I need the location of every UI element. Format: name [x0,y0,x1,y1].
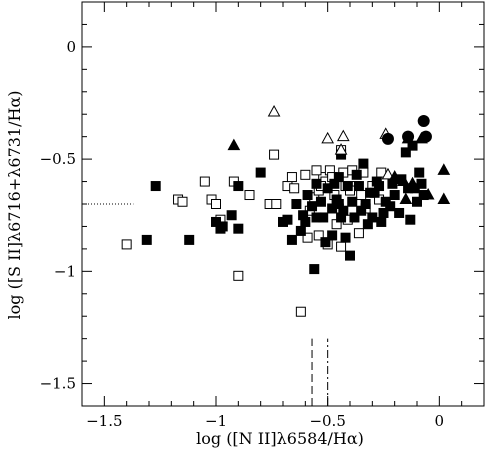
filled-circle-point [419,130,432,143]
filled-square-point [282,214,293,225]
filled-square-point [349,212,360,223]
filled-square-point [394,207,405,218]
x-tick-label: −1 [205,412,227,430]
open-square-point [353,228,364,239]
filled-square-point [353,181,364,192]
filled-square-point [286,234,297,245]
filled-square-point [333,172,344,183]
axis-ticks [81,1,485,407]
open-square-point [177,196,188,207]
filled-square-point [327,230,338,241]
data-points [121,104,451,317]
filled-square-point [291,199,302,209]
filled-square-point [309,264,320,275]
filled-square-point [336,212,347,223]
filled-square-point [412,196,422,207]
open-square-point [244,190,255,201]
filled-square-point [351,169,362,180]
open-triangle-point [336,129,350,142]
y-tick-label: 0 [66,38,76,56]
open-square-point [121,239,132,250]
filled-square-point [376,216,387,227]
filled-square-point [255,167,266,178]
open-triangle-point [267,104,281,117]
filled-circle-point [417,114,430,127]
filled-square-point [295,225,306,236]
filled-square-point [414,167,425,178]
open-square-point [211,199,221,209]
open-triangle-point [381,167,395,180]
open-square-point [302,232,313,243]
filled-triangle-point [406,176,419,189]
filled-square-point [400,147,411,158]
filled-square-point [233,181,244,192]
open-square-point [233,270,244,281]
plot-frame [81,1,485,407]
filled-square-point [184,234,195,245]
open-square-point [286,172,297,183]
filled-square-point [345,250,355,261]
filled-square-point [358,158,369,169]
filled-square-point [360,199,371,209]
open-square-point [311,165,322,176]
filled-square-point [340,232,351,243]
filled-square-point [416,178,427,189]
x-tick-label: 0 [435,412,445,430]
filled-square-point [302,190,313,201]
filled-square-point [233,223,244,234]
open-square-point [269,149,280,160]
filled-triangle-point [397,174,410,187]
filled-square-point [315,196,326,207]
filled-square-point [300,216,311,227]
filled-triangle-point [437,192,451,205]
open-square-point [295,306,306,317]
filled-square-point [307,201,318,212]
filled-square-point [226,210,237,221]
filled-square-point [374,181,385,192]
filled-square-point [389,190,400,201]
filled-triangle-point [227,138,241,151]
y-tick-label: −1.5 [40,375,76,393]
open-square-point [356,190,367,201]
filled-circle-point [381,132,394,145]
filled-square-point [150,181,161,192]
x-tick-label: −1.5 [86,412,122,430]
open-triangle-point [321,131,335,144]
filled-square-point [378,207,389,218]
open-square-point [199,176,210,187]
filled-circle-point [402,130,415,143]
filled-square-point [347,196,358,207]
y-tick-label: −0.5 [40,150,76,168]
filled-triangle-point [399,192,413,205]
open-square-point [271,199,282,209]
filled-square-point [217,221,228,232]
y-tick-label: −1 [54,262,76,280]
open-square-point [300,169,311,180]
filled-triangle-point [421,187,435,200]
filled-triangle-point [437,163,451,175]
filled-square-point [318,212,329,223]
filled-square-point [385,201,396,212]
x-tick-label: −0.5 [309,412,345,430]
filled-square-point [342,181,353,192]
filled-square-point [141,234,152,245]
filled-square-point [367,212,378,223]
y-axis-label: log ([S II]λ6716+λ6731/Hα) [5,90,24,319]
open-square-point [336,241,347,252]
reference-lines [82,203,329,406]
open-square-point [313,230,324,241]
filled-triangle-point [388,170,402,182]
tick-labels: −1.5 −1 −0.5 0 −1.5 −1 −0.5 0 [40,38,445,430]
open-square-point [289,183,300,194]
filled-square-point [405,214,416,225]
filled-square-point [320,237,331,248]
x-axis-label: log ([N II]λ6584/Hα) [196,429,364,448]
filled-square-point [311,178,322,189]
open-triangle-point [334,143,348,155]
